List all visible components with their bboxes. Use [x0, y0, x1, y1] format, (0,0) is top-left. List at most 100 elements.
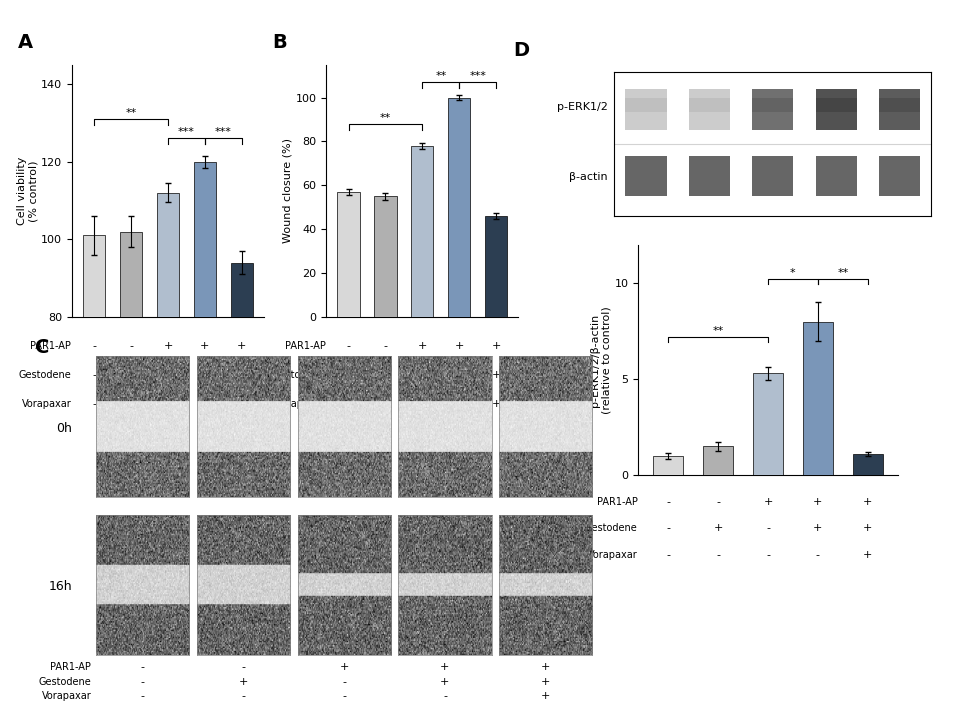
Bar [703, 446, 733, 475]
Text: PAR1-AP: PAR1-AP [285, 341, 325, 351]
Text: **: ** [435, 71, 446, 81]
Bar [374, 197, 396, 317]
Text: +: + [455, 341, 464, 351]
Text: -: - [716, 549, 720, 559]
Bar [803, 322, 833, 475]
Bar [689, 156, 730, 196]
Bar [879, 156, 920, 196]
Text: Gestodene: Gestodene [273, 370, 325, 379]
Bar [689, 89, 730, 130]
Text: +: + [492, 399, 501, 409]
Text: -: - [420, 370, 424, 379]
Y-axis label: Wound closure (%): Wound closure (%) [283, 138, 293, 243]
Text: 16h: 16h [48, 580, 72, 593]
Text: p-ERK1/2: p-ERK1/2 [557, 102, 608, 112]
Text: -: - [140, 691, 145, 701]
Bar [485, 216, 507, 317]
Text: -: - [816, 549, 820, 559]
Text: +: + [813, 497, 823, 507]
Text: -: - [241, 691, 246, 701]
Text: PAR1-AP: PAR1-AP [50, 662, 91, 672]
Text: A: A [18, 33, 34, 52]
Bar [230, 263, 252, 627]
Text: Vorapaxar: Vorapaxar [588, 549, 637, 559]
Text: +: + [237, 341, 247, 351]
Bar [654, 456, 684, 475]
Text: Gestodene: Gestodene [585, 523, 637, 534]
Bar [411, 146, 434, 317]
Text: +: + [239, 677, 248, 687]
Bar [753, 98, 793, 112]
Text: ***: *** [469, 71, 486, 81]
Bar [338, 192, 360, 317]
Text: **: ** [380, 113, 391, 122]
Text: -: - [342, 677, 347, 687]
Text: -: - [347, 399, 350, 409]
Text: Vorapaxar: Vorapaxar [41, 691, 91, 701]
Text: -: - [383, 399, 388, 409]
Text: β-actin: β-actin [569, 172, 608, 182]
Text: +: + [763, 497, 773, 507]
Text: **: ** [126, 108, 136, 118]
Text: -: - [347, 370, 350, 379]
Text: +: + [541, 662, 550, 672]
Bar [448, 98, 470, 317]
Text: -: - [443, 691, 447, 701]
Text: +: + [441, 662, 449, 672]
Bar [626, 98, 666, 112]
Text: +: + [541, 677, 550, 687]
Text: -: - [420, 399, 424, 409]
Text: **: ** [712, 326, 724, 336]
Text: -: - [129, 341, 133, 351]
Text: +: + [863, 497, 873, 507]
Text: -: - [203, 399, 207, 409]
Text: -: - [383, 341, 388, 351]
Text: +: + [237, 399, 247, 409]
Text: -: - [129, 399, 133, 409]
Bar [879, 98, 920, 112]
Text: -: - [92, 399, 96, 409]
Text: +: + [441, 677, 449, 687]
Text: *: * [790, 269, 796, 278]
Text: -: - [457, 399, 462, 409]
Bar [84, 235, 106, 627]
Bar [816, 98, 856, 112]
Text: Vorapaxar: Vorapaxar [21, 399, 71, 409]
Text: -: - [342, 691, 347, 701]
Text: +: + [863, 523, 873, 534]
Text: +: + [340, 662, 348, 672]
Text: +: + [455, 370, 464, 379]
Text: -: - [92, 341, 96, 351]
Text: +: + [127, 370, 135, 379]
Text: -: - [166, 370, 170, 379]
Text: +: + [813, 523, 823, 534]
Bar [879, 89, 920, 130]
Text: +: + [418, 341, 427, 351]
Text: +: + [201, 370, 209, 379]
Text: +: + [201, 341, 209, 351]
Y-axis label: p-ERK1/2/β-actin
(relative to control): p-ERK1/2/β-actin (relative to control) [590, 306, 612, 414]
Text: +: + [381, 370, 390, 379]
Text: +: + [863, 549, 873, 559]
Text: +: + [541, 691, 550, 701]
Text: -: - [666, 523, 670, 534]
Text: PAR1-AP: PAR1-AP [596, 497, 637, 507]
Text: -: - [140, 662, 145, 672]
Bar [156, 193, 180, 627]
Text: -: - [666, 497, 670, 507]
Bar [689, 98, 730, 112]
Text: -: - [766, 549, 770, 559]
Text: +: + [237, 370, 247, 379]
Text: -: - [347, 341, 350, 351]
Text: +: + [492, 341, 501, 351]
Bar [816, 156, 856, 196]
Text: ***: *** [178, 127, 195, 138]
Text: -: - [92, 370, 96, 379]
Bar [626, 156, 666, 196]
Text: -: - [716, 497, 720, 507]
Text: **: ** [837, 269, 849, 278]
Text: PAR1-AP: PAR1-AP [31, 341, 71, 351]
Text: Gestodene: Gestodene [18, 370, 71, 379]
Bar [626, 89, 666, 130]
Text: Vorapaxar: Vorapaxar [276, 399, 325, 409]
